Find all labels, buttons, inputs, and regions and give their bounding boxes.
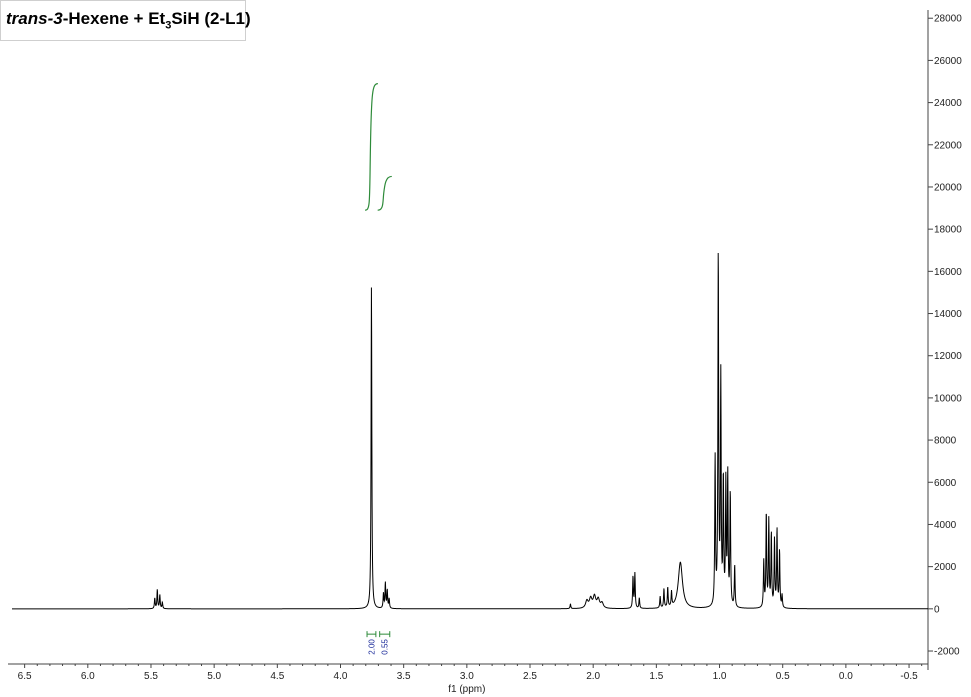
- x-tick-label: 2.0: [586, 671, 600, 682]
- title-italic-part: trans-3: [6, 9, 63, 28]
- x-tick-label: 0.0: [839, 671, 853, 682]
- title-subscript: 3: [165, 19, 172, 32]
- chart-title: trans-3-Hexene + Et3SiH (2-L1): [0, 0, 251, 41]
- y-tick-label: 10000: [934, 393, 962, 404]
- integral-layer: 2.00 0.55: [364, 83, 392, 655]
- integral-value-label: 0.55: [381, 639, 390, 655]
- x-tick-label: 6.0: [81, 671, 95, 682]
- integral-curve: [377, 175, 392, 211]
- integral-curve: [364, 83, 378, 211]
- y-tick-label: 18000: [934, 225, 962, 236]
- integral-value-label: 2.00: [367, 639, 376, 655]
- y-tick-label: 16000: [934, 267, 962, 278]
- x-axis: 6.5 6.0 5.5 5.0 4.5 4.0 3.5 3.0 2.5 2.0 1.5 1.0 0.5 0…: [8, 663, 928, 682]
- x-axis-label: f1 (ppm): [448, 684, 485, 695]
- x-tick-label: 1.0: [713, 671, 727, 682]
- y-tick-label: 22000: [934, 140, 962, 151]
- spectrum-trace: [12, 252, 928, 610]
- y-tick-label: 26000: [934, 56, 962, 67]
- y-tick-label: 8000: [934, 436, 957, 447]
- x-tick-label: 1.5: [649, 671, 663, 682]
- x-tick-label: 4.5: [270, 671, 284, 682]
- y-tick-label: 4000: [934, 520, 957, 531]
- y-tick-label: 28000: [934, 14, 962, 25]
- x-tick-label: 4.0: [334, 671, 348, 682]
- y-tick-label: 12000: [934, 351, 962, 362]
- y-tick-label: -2000: [934, 647, 960, 658]
- y-tick-label: 6000: [934, 478, 957, 489]
- x-tick-label: 5.5: [144, 671, 158, 682]
- title-main-part: -Hexene + Et: [62, 9, 166, 28]
- x-tick-label: 2.5: [523, 671, 537, 682]
- x-tick-label: 3.0: [460, 671, 474, 682]
- title-suffix: SiH (2-L1): [171, 9, 251, 28]
- y-tick-label: 0: [934, 604, 940, 615]
- x-tick-label: -0.5: [900, 671, 918, 682]
- x-tick-label: 6.5: [18, 671, 32, 682]
- x-tick-label: 3.5: [397, 671, 411, 682]
- y-tick-label: 14000: [934, 309, 962, 320]
- x-tick-label: 0.5: [776, 671, 790, 682]
- y-tick-label: 20000: [934, 182, 962, 193]
- y-tick-label: 2000: [934, 562, 957, 573]
- y-axis: -2000 0 2000 4000 6000 8000 10000 12000 14000 160…: [927, 10, 962, 670]
- x-tick-label: 5.0: [207, 671, 221, 682]
- y-tick-label: 24000: [934, 98, 962, 109]
